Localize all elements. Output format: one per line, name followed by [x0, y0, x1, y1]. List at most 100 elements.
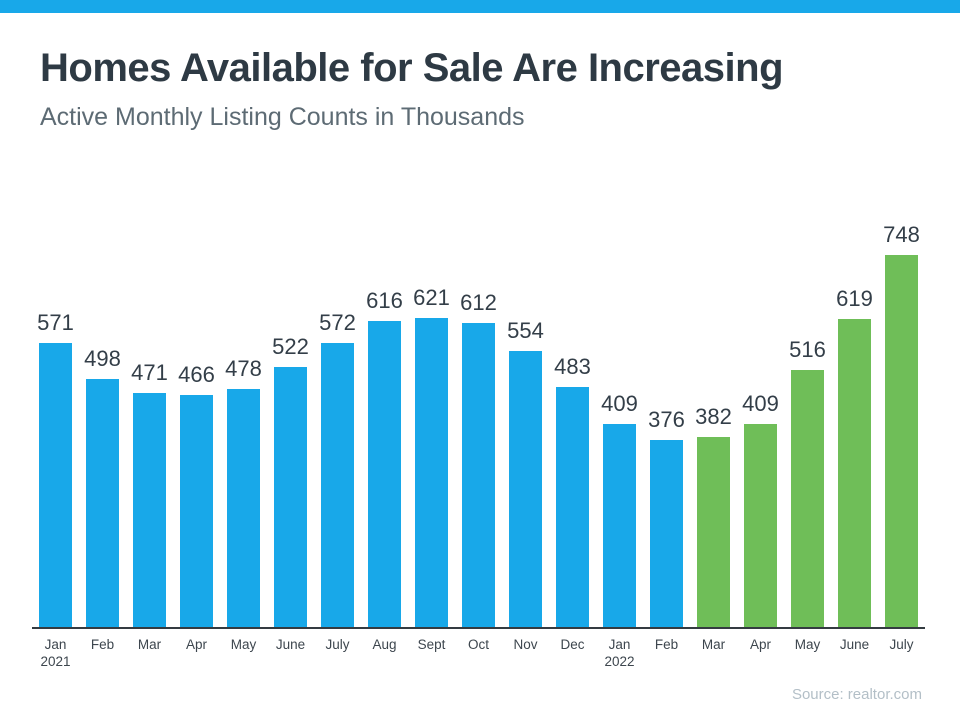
bar-group: 409 — [596, 390, 643, 627]
x-axis-label: Feb — [79, 636, 126, 670]
month-label: May — [794, 637, 821, 652]
source-attribution: Source: realtor.com — [791, 686, 922, 703]
bar-group: 612 — [455, 289, 502, 627]
bar-value-label: 483 — [554, 354, 591, 379]
chart-bar — [274, 367, 307, 627]
bar-group: 466 — [173, 361, 220, 627]
bar-value-label: 498 — [84, 346, 121, 371]
bar-group: 572 — [314, 309, 361, 627]
x-axis-label: Mar — [690, 636, 737, 670]
chart-bar — [415, 318, 448, 627]
bar-value-label: 619 — [836, 286, 873, 311]
bar-group: 616 — [361, 287, 408, 627]
x-axis-label: Aug — [361, 636, 408, 670]
bar-group: 478 — [220, 355, 267, 627]
bar-group: 554 — [502, 317, 549, 627]
chart-bar — [885, 255, 918, 627]
chart-bar — [180, 395, 213, 627]
month-label: June — [839, 637, 870, 652]
page-content: Homes Available for Sale Are Increasing … — [0, 45, 960, 703]
chart-bar — [509, 351, 542, 627]
x-axis-label: June — [831, 636, 878, 670]
bar-group: 376 — [643, 406, 690, 627]
chart-bar — [86, 379, 119, 627]
bar-value-label: 612 — [460, 290, 497, 315]
chart-bar — [650, 440, 683, 627]
chart-bar — [462, 323, 495, 627]
month-label: May — [230, 637, 257, 652]
chart-bar — [227, 389, 260, 627]
bar-group: 621 — [408, 284, 455, 627]
chart-bar — [603, 424, 636, 627]
month-label: Mar — [137, 637, 162, 652]
bar-value-label: 478 — [225, 356, 262, 381]
chart-bar — [321, 343, 354, 627]
x-axis-label: June — [267, 636, 314, 670]
x-axis-label: Nov — [502, 636, 549, 670]
page-subtitle: Active Monthly Listing Counts in Thousan… — [40, 103, 525, 131]
x-axis-label: Feb — [643, 636, 690, 670]
bar-value-label: 471 — [131, 360, 168, 385]
bar-group: 619 — [831, 285, 878, 627]
month-label: Nov — [513, 637, 538, 652]
bar-value-label: 571 — [37, 310, 74, 335]
bar-group: 748 — [878, 221, 925, 627]
chart-bar — [838, 319, 871, 627]
month-label: July — [889, 637, 914, 652]
bar-group: 483 — [549, 353, 596, 627]
bar-group: 522 — [267, 333, 314, 627]
bar-value-label: 621 — [413, 285, 450, 310]
chart-bar — [556, 387, 589, 627]
bar-chart: 571 498 471 466 478 522 572 616 621 612 554 483 409 3… — [32, 221, 925, 670]
bar-value-label: 376 — [648, 407, 685, 432]
month-label: Apr — [185, 637, 207, 652]
chart-bars-area: 571 498 471 466 478 522 572 616 621 612 554 483 409 3… — [32, 221, 925, 627]
x-axis-label: Sept — [408, 636, 455, 670]
bar-value-label: 516 — [789, 337, 826, 362]
month-label: Apr — [749, 637, 771, 652]
bar-group: 498 — [79, 345, 126, 627]
x-axis-label: Jan 2021 — [32, 636, 79, 670]
month-label: Mar — [701, 637, 726, 652]
month-label: Jan — [44, 637, 67, 652]
chart-bar — [39, 343, 72, 627]
bar-value-label: 409 — [742, 391, 779, 416]
bar-group: 409 — [737, 390, 784, 627]
x-axis-labels: Jan 2021 Feb Mar Apr May June July Aug Sept Oct Nov… — [32, 636, 925, 670]
month-label: Dec — [560, 637, 585, 652]
x-axis-label: Apr — [173, 636, 220, 670]
page-title: Homes Available for Sale Are Increasing — [40, 46, 784, 90]
month-label: Feb — [90, 637, 115, 652]
top-accent-bar — [0, 0, 960, 13]
x-axis-label: Jan 2022 — [596, 636, 643, 670]
bar-group: 516 — [784, 336, 831, 627]
month-label: Oct — [467, 637, 489, 652]
month-label: Sept — [417, 637, 446, 652]
bar-group: 382 — [690, 403, 737, 627]
bar-value-label: 466 — [178, 362, 215, 387]
month-label: July — [325, 637, 350, 652]
x-axis-label: July — [878, 636, 925, 670]
bar-value-label: 572 — [319, 310, 356, 335]
x-axis-label: Mar — [126, 636, 173, 670]
x-axis-label: May — [784, 636, 831, 670]
chart-bar — [697, 437, 730, 627]
bar-value-label: 382 — [695, 404, 732, 429]
year-label: 2022 — [604, 654, 635, 669]
month-label: Feb — [654, 637, 679, 652]
chart-bar — [368, 321, 401, 627]
month-label: June — [275, 637, 306, 652]
bar-value-label: 748 — [883, 222, 920, 247]
bar-value-label: 409 — [601, 391, 638, 416]
month-label: Aug — [372, 637, 397, 652]
x-axis-label: Dec — [549, 636, 596, 670]
x-axis-label: May — [220, 636, 267, 670]
chart-bar — [744, 424, 777, 627]
chart-bar — [133, 393, 166, 627]
x-axis-label: Apr — [737, 636, 784, 670]
bar-group: 571 — [32, 309, 79, 627]
bar-value-label: 554 — [507, 318, 544, 343]
year-label: 2021 — [40, 654, 71, 669]
chart-bar — [791, 370, 824, 627]
bar-group: 471 — [126, 359, 173, 627]
